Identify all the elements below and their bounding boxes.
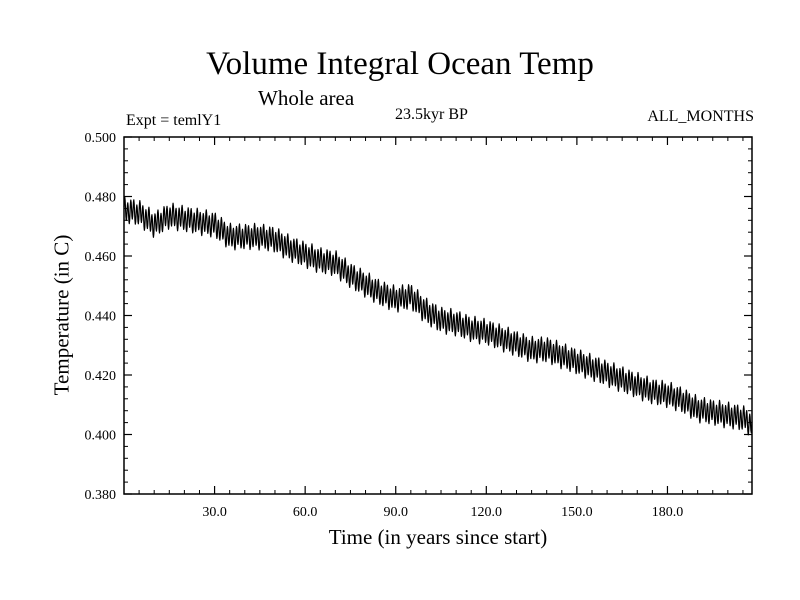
series-line [123,196,753,436]
x-axis-label: Time (in years since start) [328,525,548,549]
period-label: 23.5kyr BP [395,106,468,123]
experiment-label: Expt = temlY1 [126,112,222,129]
chart-subtitle: Whole area [258,86,355,110]
axis-ticks [124,136,752,495]
x-tick-label: 180.0 [652,505,684,520]
y-axis-label: Temperature (in C) [49,234,74,396]
y-tick-label: 0.380 [85,488,117,503]
y-tick-label: 0.440 [85,310,117,325]
x-tick-label: 120.0 [471,505,503,520]
x-tick-label: 30.0 [202,505,227,520]
y-tick-label: 0.480 [85,191,117,206]
x-tick-label: 150.0 [561,505,593,520]
y-tick-label: 0.500 [85,131,117,146]
y-tick-label: 0.460 [85,250,117,265]
axis-tick-labels: 30.0 60.0 90.0 120.0 150.0 180.0 0.380 0.400 0.4… [85,131,684,520]
y-tick-label: 0.420 [85,369,117,384]
chart-title: Volume Integral Ocean Temp [206,46,594,82]
months-label: ALL_MONTHS [647,108,754,125]
y-tick-label: 0.400 [85,429,117,444]
x-tick-label: 90.0 [383,505,408,520]
x-tick-label: 60.0 [293,505,318,520]
